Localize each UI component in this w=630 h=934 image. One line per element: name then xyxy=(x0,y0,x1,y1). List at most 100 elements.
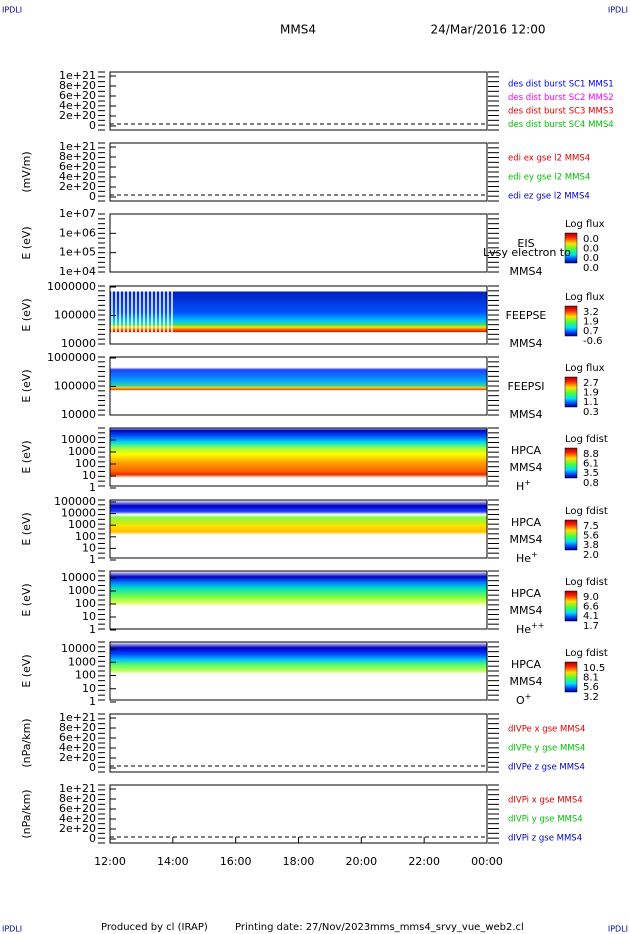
legend-entry: edi ey gse l2 MMS4 xyxy=(508,173,590,183)
colorbar-tick-label: 3.8 xyxy=(583,540,599,551)
spectrogram xyxy=(110,571,487,629)
legend-entry: dIVPe y gse MMS4 xyxy=(508,744,585,754)
y-tick-label: 0 xyxy=(89,190,96,203)
y-tick-label: 10 xyxy=(82,682,96,695)
y-tick-label: 2e+20 xyxy=(59,109,96,122)
colorbar xyxy=(564,661,578,693)
y-tick-label: 4e+20 xyxy=(59,812,96,825)
colorbar-tick-label: 5.6 xyxy=(583,531,599,542)
y-tick-label: 8e+20 xyxy=(59,721,96,734)
panel-frame xyxy=(109,784,488,844)
y-tick-label: 4e+20 xyxy=(59,741,96,754)
spectrogram xyxy=(110,642,487,700)
y-tick-label: 1 xyxy=(89,695,96,708)
colorbar-title: Log fdist xyxy=(565,577,608,588)
y-tick-label: 1e+21 xyxy=(59,69,96,82)
colorbar-title: Log flux xyxy=(565,219,605,230)
spectrogram xyxy=(110,428,487,486)
charge: + xyxy=(531,550,538,559)
y-tick-label: 0 xyxy=(89,761,96,774)
x-tick-label: 00:00 xyxy=(471,855,503,868)
footer-file: mms_mms4_srvy_vue_web2.cl xyxy=(370,922,524,933)
legend-entry: dIVPe z gse MMS4 xyxy=(508,763,585,773)
instrument-label: FEEPSE xyxy=(506,309,547,322)
spacecraft-label: MMS4 xyxy=(510,461,543,474)
spacecraft-label: MMS4 xyxy=(510,408,543,421)
footer-producer: Produced by cl (IRAP) xyxy=(101,922,208,933)
panel-frame xyxy=(109,570,488,630)
y-tick-label: 0 xyxy=(89,119,96,132)
y-axis-label: E (eV) xyxy=(20,654,33,687)
y-axis-label: (nPa/km) xyxy=(20,718,33,767)
colorbar xyxy=(564,232,578,264)
colorbar-title: Log fdist xyxy=(565,434,608,445)
y-tick-label: 4e+20 xyxy=(59,170,96,183)
y-axis-label: E (eV) xyxy=(20,512,33,545)
panel-frame xyxy=(109,142,488,202)
y-tick-label: 1 xyxy=(89,623,96,636)
colorbar xyxy=(564,590,578,622)
y-tick-label: 10000 xyxy=(61,337,96,350)
corner-mark: IPDLI xyxy=(2,6,22,15)
y-tick-label: 1000 xyxy=(68,518,96,531)
legend-entry: edi ez gse l2 MMS4 xyxy=(508,192,590,202)
colorbar-title: Log fdist xyxy=(565,648,608,659)
spacecraft-title: MMS4 xyxy=(280,23,316,37)
y-tick-label: 10 xyxy=(82,469,96,482)
y-tick-label: 8e+20 xyxy=(59,792,96,805)
panel-frame xyxy=(109,71,488,131)
spacecraft-label: MMS4 xyxy=(510,604,543,617)
colorbar-tick-label: 1.1 xyxy=(583,397,599,408)
x-tick-label: 22:00 xyxy=(408,855,440,868)
y-tick-label: 2e+20 xyxy=(59,751,96,764)
colorbar xyxy=(564,447,578,479)
colorbar xyxy=(564,305,578,337)
y-tick-label: 1e+04 xyxy=(59,265,96,278)
y-tick-label: 10 xyxy=(82,541,96,554)
colorbar-tick-label: 0.0 xyxy=(583,234,599,245)
charge: ++ xyxy=(531,621,544,630)
instrument-label: EIS xyxy=(517,237,534,250)
instrument-label: HPCA xyxy=(511,658,542,671)
colorbar-tick-label: 4.1 xyxy=(583,611,599,622)
colorbar-tick-label: 5.6 xyxy=(583,682,599,693)
y-tick-label: 1 xyxy=(89,481,96,494)
y-tick-label: 1000 xyxy=(68,445,96,458)
colorbar-tick-label: 6.6 xyxy=(583,602,599,613)
instrument-label: HPCA xyxy=(511,444,542,457)
y-tick-label: 100000 xyxy=(54,495,96,508)
y-tick-label: 2e+20 xyxy=(59,822,96,835)
date-title: 24/Mar/2016 12:00 xyxy=(431,23,546,37)
y-tick-label: 2e+20 xyxy=(59,180,96,193)
y-tick-label: 100 xyxy=(75,457,96,470)
colorbar-tick-label: 8.1 xyxy=(583,673,599,684)
colorbar-tick-label: 7.5 xyxy=(583,521,599,532)
panel-frame xyxy=(109,499,488,559)
y-tick-label: 8e+20 xyxy=(59,79,96,92)
legend-entry: des dist burst SC4 MMS4 xyxy=(508,120,614,130)
legend-entry: des dist burst SC3 MMS3 xyxy=(508,107,614,117)
colorbar-tick-label: 9.0 xyxy=(583,592,599,603)
instrument-label: FEEPSI xyxy=(507,380,544,393)
colorbar-tick-label: 0.3 xyxy=(583,407,599,418)
corner-mark: IPDLI xyxy=(2,925,22,934)
spectrogram xyxy=(110,286,487,344)
panel-frame xyxy=(109,427,488,487)
colorbar-tick-label: 0.8 xyxy=(583,478,599,489)
y-tick-label: 100 xyxy=(75,669,96,682)
legend-entry: des dist burst SC1 MMS1 xyxy=(508,80,614,90)
colorbar-tick-label: 0.0 xyxy=(583,244,599,255)
y-tick-label: 1e+05 xyxy=(59,246,96,259)
spacecraft-label: MMS4 xyxy=(510,675,543,688)
species: He xyxy=(516,552,531,565)
colorbar-tick-label: 3.2 xyxy=(583,692,599,703)
colorbar xyxy=(564,376,578,408)
legend-entry: dIVPi x gse MMS4 xyxy=(508,796,583,806)
y-axis-label: E (eV) xyxy=(20,298,33,331)
panel-frame xyxy=(109,641,488,701)
colorbar-tick-label: 1.7 xyxy=(583,621,599,632)
colorbar-tick-label: 2.0 xyxy=(583,550,599,561)
y-tick-label: 8e+20 xyxy=(59,150,96,163)
y-tick-label: 1000 xyxy=(68,584,96,597)
y-tick-label: 1000 xyxy=(68,655,96,668)
